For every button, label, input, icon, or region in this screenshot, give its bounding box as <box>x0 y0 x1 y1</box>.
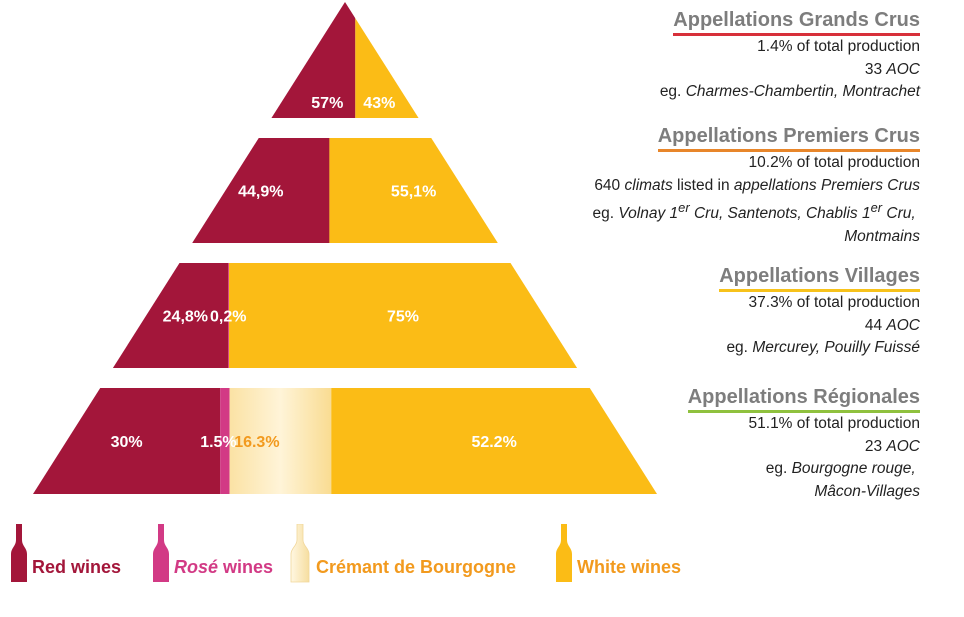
pyramid-chart: 57% 43% 44,9% 55,1% 24,8% 0,2% 75% 30% 1.5%16.3%… <box>33 2 657 494</box>
tier-title: Appellations Premiers Crus <box>657 124 920 152</box>
tier-examples-cont: Montmains <box>844 227 920 245</box>
pyramid-tier-1 <box>271 2 419 118</box>
tier-production: 1.4% of total production <box>757 38 920 55</box>
data-label: 30% <box>111 434 143 451</box>
data-label: 0,2% <box>210 309 246 326</box>
tier-examples-cont: Mâcon-Villages <box>814 482 920 500</box>
tier-aoc-count: 23 AOC <box>864 437 920 455</box>
red-bottle-icon <box>11 524 27 582</box>
tier-title: Appellations Grands Crus <box>673 8 920 36</box>
legend-item-rose: Rosé wines <box>152 524 292 584</box>
data-label: 55,1% <box>391 184 436 201</box>
data-label: 1.5% <box>200 434 236 451</box>
tier-title: Appellations Villages <box>719 264 920 292</box>
tier-production: 51.1% of total production <box>748 415 920 432</box>
data-label: 43% <box>363 95 395 112</box>
data-label: 44,9% <box>238 184 283 201</box>
cremant-bottle-icon <box>290 524 310 583</box>
data-label: 57% <box>311 95 343 112</box>
tier-info-regionales: Appellations Régionales 51.1% of total p… <box>687 385 920 503</box>
legend-label: Rosé wines <box>174 557 274 577</box>
tier-production: 37.3% of total production <box>748 294 920 311</box>
legend-item-cremant: Crémant de Bourgogne <box>290 524 560 584</box>
tier-examples: eg. Bourgogne rouge, <box>765 460 916 477</box>
data-label: 75% <box>387 309 419 326</box>
tier-aoc-count: 33 AOC <box>864 60 920 78</box>
tier-title: Appellations Régionales <box>687 385 920 413</box>
legend-label: Red wines <box>32 557 122 577</box>
legend-item-white: White wines <box>555 524 715 584</box>
white-bottle-icon <box>556 524 572 582</box>
tier-examples: eg. Volnay 1er Cru, Santenots, Chablis 1… <box>592 200 916 223</box>
bar-segment-white-wines <box>228 263 578 368</box>
data-label: 52.2% <box>471 434 516 451</box>
tier-examples: eg. Mercurey, Pouilly Fuissé <box>726 339 920 356</box>
tier-info-villages: Appellations Villages 37.3% of total pro… <box>719 264 920 360</box>
bar-segment-ros-wines <box>228 263 229 368</box>
data-label: 24,8% <box>163 309 208 326</box>
tier-examples: eg. Charmes-Chambertin, Montrachet <box>659 83 920 100</box>
tier-aoc-count: 44 AOC <box>864 316 920 334</box>
bar-segment-ros-wines <box>220 388 230 494</box>
legend-item-red: Red wines <box>10 524 140 584</box>
tier-climats: 640 climats listed in appellations Premi… <box>594 176 920 194</box>
bar-segment-cr-mant-de-bourgogne <box>229 388 332 494</box>
rose-bottle-icon <box>153 524 169 582</box>
legend-label: White wines <box>577 557 682 577</box>
tier-production: 10.2% of total production <box>748 154 920 171</box>
legend-label: Crémant de Bourgogne <box>316 557 517 577</box>
tier-info-grands-crus: Appellations Grands Crus 1.4% of total p… <box>660 8 920 104</box>
tier-info-premiers-crus: Appellations Premiers Crus 10.2% of tota… <box>593 124 920 248</box>
data-label: 16.3% <box>234 434 279 451</box>
